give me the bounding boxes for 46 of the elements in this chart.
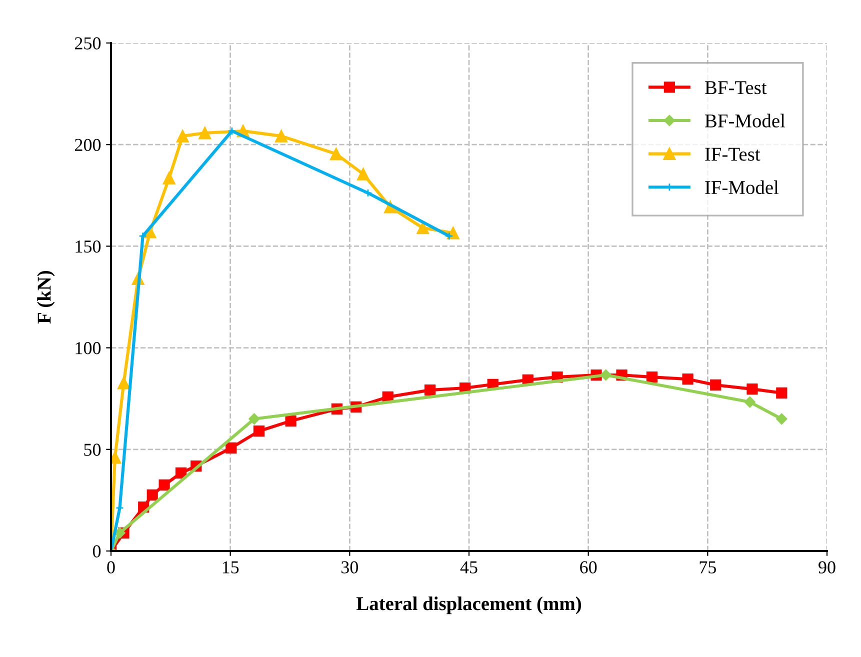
point (776, 387, 788, 398)
point (275, 130, 288, 142)
point (330, 148, 342, 160)
y-tick-label: 0 (92, 545, 101, 558)
y-tick-label: 150 (76, 240, 101, 253)
point (600, 369, 612, 381)
x-tick-label: 15 (222, 561, 239, 574)
x-axis-title: Lateral displacement (mm) (356, 596, 582, 614)
point (226, 442, 237, 454)
point (746, 383, 758, 395)
point (117, 376, 130, 390)
x-tick-label: 75 (700, 561, 716, 574)
x-tick-label: 30 (342, 561, 358, 574)
x-tick-label: 60 (580, 561, 597, 574)
point (682, 374, 694, 385)
point (176, 130, 189, 142)
point (146, 489, 158, 500)
legend-label: BF-Test (704, 81, 767, 94)
y-tick-label: 250 (74, 37, 101, 50)
legend-label: IF-Model (705, 180, 779, 194)
point (285, 415, 296, 427)
point (253, 426, 265, 437)
point (364, 188, 372, 198)
x-tick-label: 0 (107, 561, 115, 574)
x-tick-label: 45 (460, 561, 478, 574)
point (710, 379, 722, 391)
point (248, 413, 260, 425)
y-axis-title: F (kN) (37, 270, 55, 324)
y-tick-label: 50 (84, 444, 101, 456)
point (162, 172, 176, 184)
point (158, 479, 170, 491)
point (114, 527, 126, 539)
x-tick-label: 90 (818, 561, 836, 574)
point (228, 126, 236, 136)
point (646, 372, 658, 383)
legend-label: BF-Model (704, 114, 786, 128)
y-tick-label: 200 (74, 138, 101, 152)
point (356, 168, 370, 180)
point (776, 413, 788, 425)
point (424, 384, 436, 396)
point (744, 396, 756, 408)
y-tick-label: 100 (76, 342, 101, 354)
point (175, 467, 187, 479)
legend-label: IF-Test (705, 148, 760, 161)
point (416, 222, 430, 234)
point (198, 126, 212, 140)
